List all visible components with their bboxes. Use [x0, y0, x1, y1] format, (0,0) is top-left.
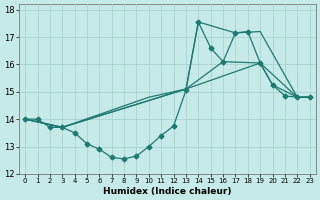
X-axis label: Humidex (Indice chaleur): Humidex (Indice chaleur) [103, 187, 232, 196]
